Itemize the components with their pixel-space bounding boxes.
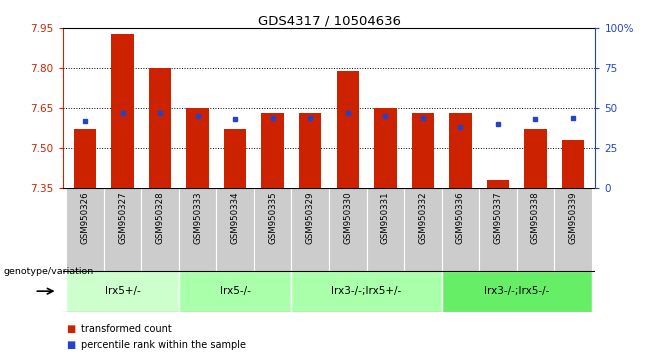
Text: lrx3-/-;lrx5-/-: lrx3-/-;lrx5-/- (484, 286, 549, 296)
Bar (179, 271, 291, 312)
Text: ■: ■ (66, 340, 75, 350)
Bar (336, 71, 359, 188)
Bar (367, 188, 404, 271)
Text: ■: ■ (66, 324, 75, 334)
Bar (524, 129, 547, 188)
Bar (374, 108, 397, 188)
Bar (66, 271, 179, 312)
Bar (111, 34, 134, 188)
Text: GSM950327: GSM950327 (118, 192, 127, 244)
Text: GSM950329: GSM950329 (306, 192, 315, 244)
Bar (261, 113, 284, 188)
Bar (442, 271, 592, 312)
Bar (562, 140, 584, 188)
Bar (554, 188, 592, 271)
Bar (74, 129, 96, 188)
Bar (329, 188, 367, 271)
Text: GSM950338: GSM950338 (531, 192, 540, 244)
Title: GDS4317 / 10504636: GDS4317 / 10504636 (257, 14, 401, 27)
Bar (104, 188, 141, 271)
Bar (299, 113, 322, 188)
Bar (186, 108, 209, 188)
Bar (291, 271, 442, 312)
Bar (517, 188, 554, 271)
Text: GSM950330: GSM950330 (343, 192, 352, 244)
Bar (411, 113, 434, 188)
Text: GSM950326: GSM950326 (80, 192, 89, 244)
Bar (224, 129, 247, 188)
Bar (442, 188, 479, 271)
Text: GSM950335: GSM950335 (268, 192, 277, 244)
Bar (487, 179, 509, 188)
Text: GSM950334: GSM950334 (231, 192, 240, 244)
Bar (141, 188, 179, 271)
Text: lrx3-/-;lrx5+/-: lrx3-/-;lrx5+/- (332, 286, 401, 296)
Bar (66, 188, 104, 271)
Bar (149, 68, 171, 188)
Bar (404, 188, 442, 271)
Text: GSM950331: GSM950331 (381, 192, 390, 244)
Text: transformed count: transformed count (81, 324, 172, 334)
Bar (291, 188, 329, 271)
Text: GSM950328: GSM950328 (155, 192, 164, 244)
Text: percentile rank within the sample: percentile rank within the sample (81, 340, 246, 350)
Bar (179, 188, 216, 271)
Bar (479, 188, 517, 271)
Text: GSM950332: GSM950332 (418, 192, 427, 244)
Text: GSM950333: GSM950333 (193, 192, 202, 244)
Text: GSM950339: GSM950339 (569, 192, 578, 244)
Text: genotype/variation: genotype/variation (3, 267, 93, 276)
Bar (254, 188, 291, 271)
Bar (216, 188, 254, 271)
Bar (449, 113, 472, 188)
Text: GSM950336: GSM950336 (456, 192, 465, 244)
Text: GSM950337: GSM950337 (494, 192, 503, 244)
Text: lrx5-/-: lrx5-/- (220, 286, 251, 296)
Text: lrx5+/-: lrx5+/- (105, 286, 140, 296)
